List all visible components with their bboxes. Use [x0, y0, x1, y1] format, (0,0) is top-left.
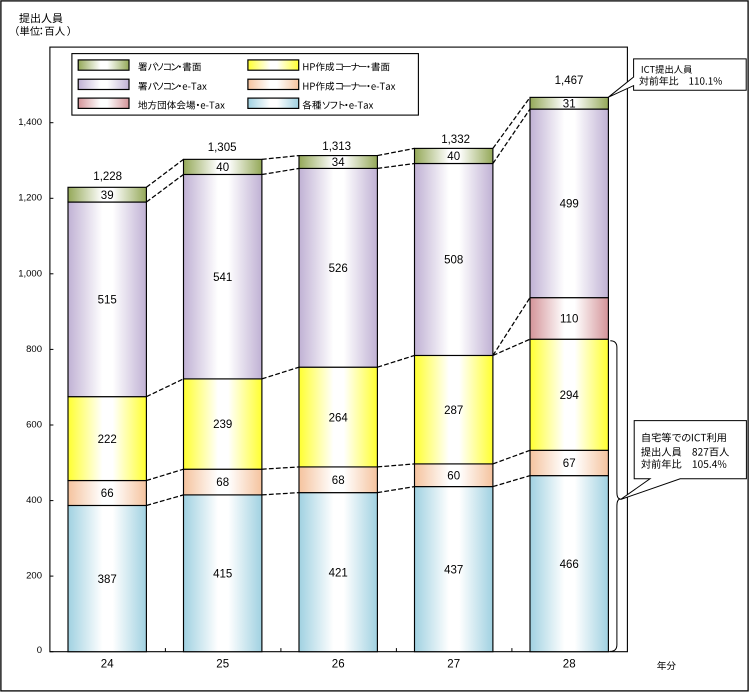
svg-text:287: 287 — [444, 405, 463, 417]
svg-text:421: 421 — [329, 567, 348, 579]
svg-text:499: 499 — [560, 199, 579, 211]
svg-text:40: 40 — [447, 151, 460, 163]
svg-text:1,467: 1,467 — [555, 75, 584, 87]
svg-text:68: 68 — [216, 477, 229, 489]
svg-text:541: 541 — [213, 272, 232, 284]
svg-text:68: 68 — [332, 475, 345, 487]
svg-text:800: 800 — [26, 344, 42, 355]
svg-text:26: 26 — [332, 659, 345, 671]
svg-text:1,305: 1,305 — [208, 142, 237, 154]
svg-text:67: 67 — [563, 458, 576, 470]
svg-text:437: 437 — [444, 564, 463, 576]
svg-text:31: 31 — [563, 98, 576, 110]
svg-text:264: 264 — [329, 412, 349, 424]
svg-text:400: 400 — [26, 495, 42, 506]
svg-text:60: 60 — [447, 470, 460, 482]
svg-text:294: 294 — [560, 390, 580, 402]
svg-text:25: 25 — [216, 659, 229, 671]
svg-text:508: 508 — [444, 255, 463, 267]
svg-text:39: 39 — [101, 190, 114, 202]
svg-text:1,200: 1,200 — [18, 193, 42, 204]
svg-text:27: 27 — [447, 659, 460, 671]
svg-text:110: 110 — [560, 314, 578, 326]
svg-text:239: 239 — [213, 419, 232, 431]
svg-text:222: 222 — [98, 434, 117, 446]
svg-text:200: 200 — [26, 571, 42, 582]
svg-text:1,313: 1,313 — [322, 141, 351, 153]
svg-text:515: 515 — [98, 295, 117, 307]
svg-text:600: 600 — [26, 419, 42, 430]
svg-text:66: 66 — [101, 488, 114, 500]
svg-text:0: 0 — [37, 645, 42, 656]
svg-text:34: 34 — [332, 157, 345, 169]
svg-text:1,400: 1,400 — [18, 117, 42, 128]
svg-text:24: 24 — [101, 659, 114, 671]
svg-text:466: 466 — [560, 559, 579, 571]
svg-text:526: 526 — [329, 263, 348, 275]
svg-text:1,332: 1,332 — [441, 134, 470, 146]
svg-text:415: 415 — [213, 568, 232, 580]
svg-text:387: 387 — [98, 574, 117, 586]
svg-text:1,000: 1,000 — [18, 268, 42, 279]
svg-text:28: 28 — [563, 659, 576, 671]
svg-text:1,228: 1,228 — [93, 171, 122, 183]
svg-text:40: 40 — [216, 162, 229, 174]
